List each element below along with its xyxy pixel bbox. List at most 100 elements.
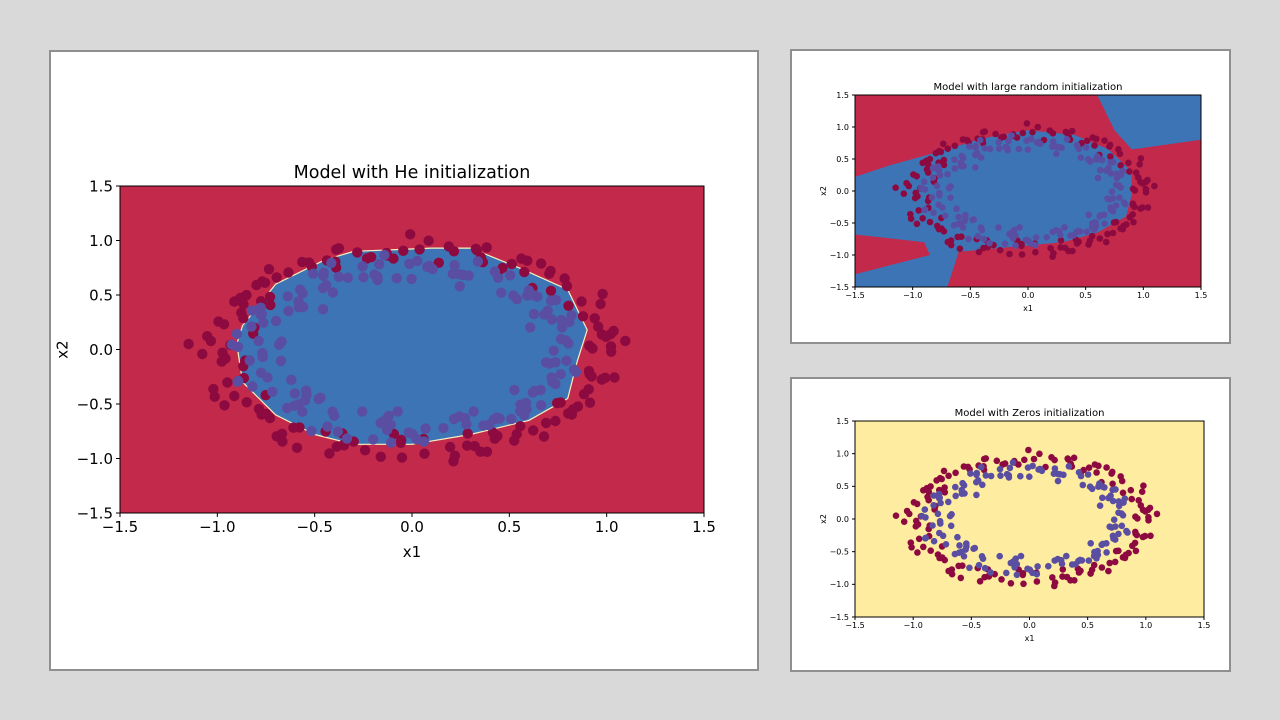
- data-point-outer: [388, 253, 399, 264]
- data-point-inner: [282, 291, 293, 302]
- data-point-outer: [925, 488, 933, 496]
- data-point-inner: [986, 145, 994, 153]
- data-point-outer: [1139, 180, 1147, 187]
- data-point-inner: [297, 406, 308, 417]
- data-point-outer: [914, 549, 921, 556]
- data-point-inner: [1120, 199, 1128, 206]
- data-point-inner: [1093, 156, 1100, 163]
- data-point-outer: [241, 289, 252, 301]
- data-point-outer: [481, 446, 493, 457]
- data-point-outer: [222, 377, 233, 388]
- data-point-inner: [438, 423, 449, 434]
- data-point-outer: [1135, 497, 1142, 504]
- data-point-inner: [546, 314, 558, 325]
- data-point-outer: [1093, 469, 1100, 476]
- data-point-inner: [454, 281, 465, 292]
- data-point-outer: [1137, 155, 1145, 162]
- data-point-outer: [1151, 182, 1158, 190]
- data-point-inner: [329, 410, 340, 421]
- data-point-inner: [1087, 540, 1094, 547]
- y-tick-label: −1.5: [830, 613, 849, 622]
- y-tick-label: −1.0: [77, 450, 113, 468]
- data-point-inner: [1104, 195, 1111, 202]
- data-point-outer: [197, 348, 208, 360]
- chart-large-random: −1.5 −1.0 −0.5 0.0 0.5 1.0 1.5 1.5 1.0 0.5 0.0 −0.5…: [819, 82, 1207, 313]
- data-point-outer: [907, 215, 915, 222]
- data-point-outer: [1140, 482, 1147, 489]
- data-points: [183, 229, 631, 467]
- y-tick-label: −0.5: [830, 219, 849, 228]
- data-point-outer: [1088, 232, 1096, 240]
- data-point-outer: [1059, 566, 1067, 573]
- data-point-inner: [959, 224, 967, 231]
- data-point-inner: [357, 261, 368, 272]
- data-point-outer: [209, 391, 220, 402]
- data-point-outer: [1104, 230, 1111, 238]
- data-point-inner: [289, 388, 301, 399]
- data-point-inner: [967, 470, 974, 477]
- data-point-inner: [494, 413, 505, 424]
- data-point-inner: [981, 564, 989, 572]
- data-point-inner: [418, 436, 430, 447]
- data-point-outer: [288, 422, 299, 433]
- y-tick-label: −0.5: [830, 547, 849, 556]
- data-point-inner: [427, 263, 438, 275]
- data-point-inner: [322, 421, 333, 432]
- data-point-outer: [1020, 580, 1027, 588]
- y-tick-label: −0.5: [77, 395, 113, 413]
- data-point-inner: [293, 302, 305, 313]
- data-point-outer: [920, 487, 927, 494]
- data-point-inner: [504, 270, 516, 281]
- data-point-outer: [1019, 129, 1027, 137]
- data-point-outer: [538, 431, 550, 442]
- data-point-outer: [892, 512, 900, 519]
- data-point-outer: [620, 335, 631, 347]
- data-point-outer: [1019, 571, 1027, 579]
- data-point-inner: [987, 569, 994, 576]
- data-point-inner: [1090, 552, 1098, 560]
- data-point-inner: [1110, 516, 1118, 523]
- data-point-inner: [918, 512, 926, 520]
- data-point-outer: [927, 547, 934, 554]
- data-point-inner: [1051, 465, 1059, 472]
- data-point-outer: [600, 331, 612, 342]
- data-point-inner: [246, 305, 257, 316]
- data-point-inner: [936, 494, 943, 501]
- data-point-inner: [509, 384, 520, 396]
- data-point-outer: [1132, 513, 1139, 520]
- data-point-inner: [1015, 145, 1023, 153]
- data-point-inner: [922, 535, 929, 542]
- data-point-inner: [1107, 204, 1114, 211]
- data-point-inner: [939, 204, 946, 211]
- data-point-outer: [1096, 235, 1104, 242]
- data-point-inner: [928, 194, 936, 201]
- data-point-outer: [1070, 454, 1078, 462]
- data-point-outer: [1029, 128, 1036, 136]
- data-point-inner: [379, 415, 391, 426]
- data-point-outer: [608, 325, 619, 337]
- data-point-inner: [1095, 483, 1102, 490]
- data-point-inner: [226, 339, 237, 350]
- data-point-outer: [933, 477, 940, 484]
- data-point-inner: [568, 364, 580, 375]
- data-point-inner: [1085, 557, 1093, 564]
- data-point-inner: [947, 194, 954, 201]
- data-point-inner: [539, 309, 550, 320]
- data-point-inner: [555, 333, 567, 345]
- data-point-inner: [1103, 540, 1110, 547]
- data-point-inner: [959, 154, 967, 162]
- data-point-outer: [975, 248, 983, 256]
- data-point-inner: [956, 542, 963, 549]
- data-point-outer: [1117, 162, 1124, 169]
- data-point-inner: [921, 506, 929, 513]
- data-point-inner: [1001, 240, 1009, 248]
- data-point-inner: [962, 546, 969, 553]
- data-point-outer: [568, 404, 579, 415]
- data-point-inner: [1026, 473, 1033, 480]
- data-point-outer: [481, 242, 492, 253]
- data-point-outer: [229, 390, 240, 402]
- data-point-inner: [1107, 170, 1115, 177]
- data-point-outer: [1132, 547, 1140, 555]
- data-point-outer: [951, 142, 959, 150]
- data-point-outer: [1030, 455, 1038, 463]
